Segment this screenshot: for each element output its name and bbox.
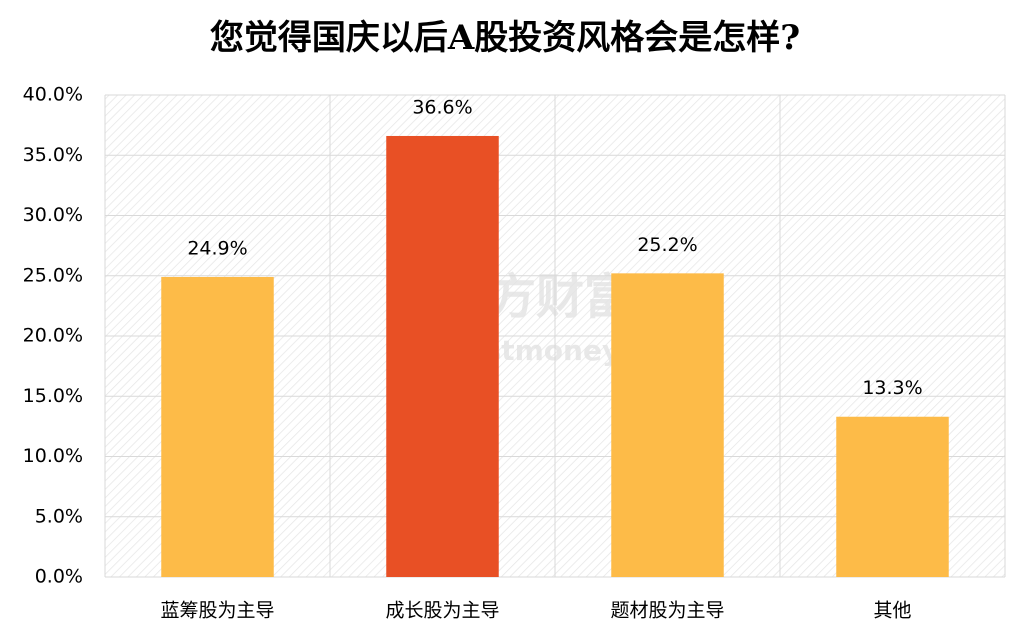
y-tick-label: 0.0% (35, 566, 83, 588)
y-tick-label: 35.0% (23, 144, 83, 166)
bar (161, 276, 274, 577)
y-tick-label: 25.0% (23, 264, 83, 286)
bar (386, 135, 499, 577)
bar (836, 416, 949, 577)
y-tick-label: 20.0% (23, 325, 83, 347)
data-label: 36.6% (412, 96, 472, 118)
x-tick-label: 蓝筹股为主导 (160, 600, 274, 622)
chart-title: 您觉得国庆以后A股投资风格会是怎样? (210, 18, 800, 58)
x-tick-label: 题材股为主导 (610, 600, 724, 622)
bar (611, 273, 724, 577)
y-tick-label: 30.0% (23, 204, 83, 226)
y-tick-label: 15.0% (23, 385, 83, 407)
data-label: 13.3% (862, 377, 922, 399)
data-label: 25.2% (637, 234, 697, 256)
data-label: 24.9% (187, 237, 247, 259)
x-tick-label: 成长股为主导 (385, 600, 499, 622)
y-tick-label: 10.0% (23, 445, 83, 467)
y-tick-label: 40.0% (23, 84, 83, 106)
y-tick-label: 5.0% (35, 505, 83, 527)
x-tick-label: 其他 (873, 600, 911, 622)
